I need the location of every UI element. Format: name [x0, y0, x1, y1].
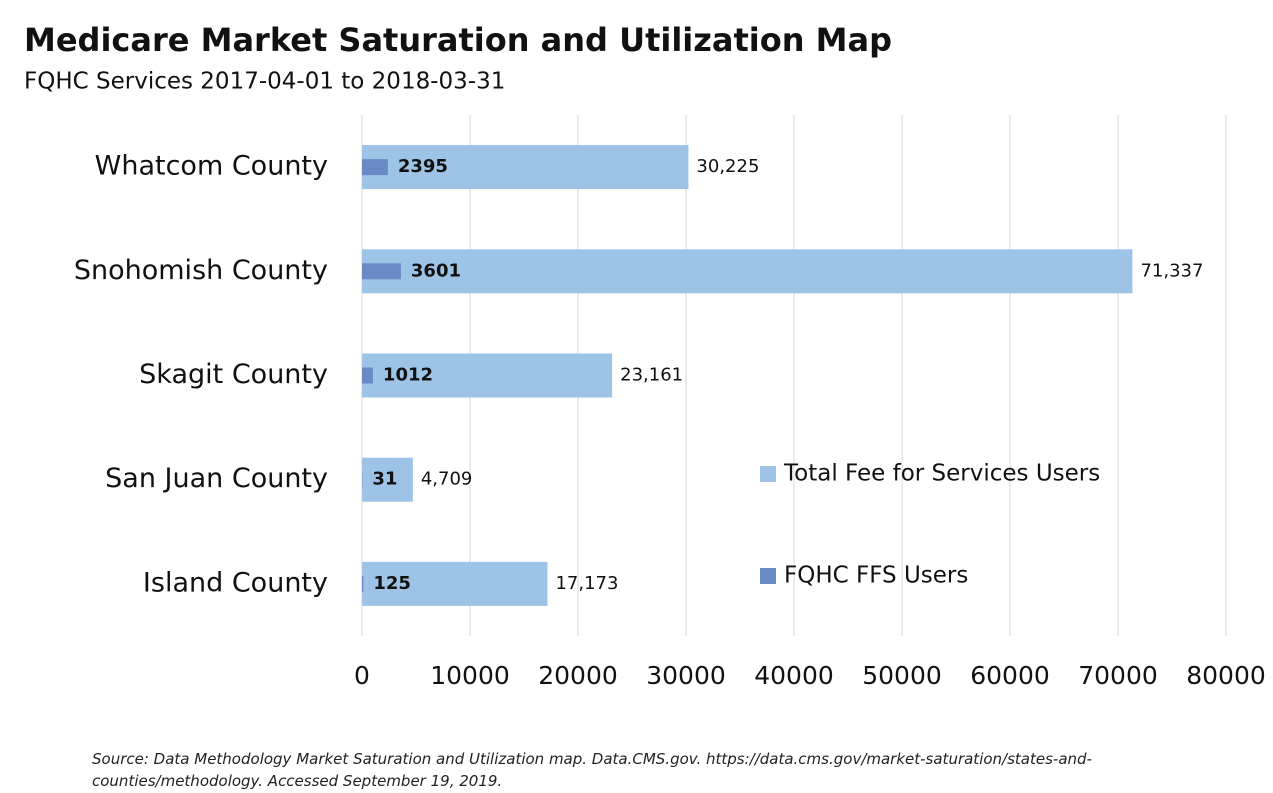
bar	[362, 249, 1133, 294]
data-label: 31	[372, 469, 397, 490]
x-tick-label: 10000	[430, 661, 510, 690]
data-label: 125	[373, 573, 411, 594]
x-tick-label: 0	[354, 661, 370, 690]
y-tick-label: Whatcom County	[95, 151, 328, 182]
legend-swatch	[760, 466, 776, 482]
x-tick-label: 80000	[1186, 661, 1266, 690]
y-tick-label: Snohomish County	[74, 255, 328, 286]
x-tick-label: 30000	[646, 661, 726, 690]
data-label: 71,337	[1140, 260, 1203, 281]
data-label: 4,709	[421, 469, 473, 490]
data-label: 3601	[411, 260, 461, 281]
bar	[362, 367, 373, 384]
bar	[362, 263, 401, 280]
x-tick-label: 60000	[970, 661, 1050, 690]
bar	[362, 145, 689, 190]
y-tick-label: Skagit County	[139, 359, 328, 390]
data-label: 23,161	[620, 365, 683, 386]
data-label: 30,225	[696, 156, 759, 177]
legend-label: Total Fee for Services Users	[783, 461, 1100, 487]
data-label: 17,173	[555, 573, 618, 594]
legend-swatch	[760, 568, 776, 584]
y-tick-label: Island County	[143, 567, 328, 598]
legend-label: FQHC FFS Users	[784, 563, 968, 589]
x-tick-label: 40000	[754, 661, 834, 690]
bar	[362, 353, 613, 398]
x-tick-label: 20000	[538, 661, 618, 690]
source-note: Source: Data Methodology Market Saturati…	[92, 750, 1092, 790]
data-label: 1012	[383, 365, 433, 386]
bar	[362, 457, 413, 502]
bar	[362, 561, 548, 606]
chart-subtitle: FQHC Services 2017-04-01 to 2018-03-31	[24, 69, 505, 95]
data-label: 2395	[398, 156, 448, 177]
y-tick-label: San Juan County	[105, 463, 328, 494]
chart: Medicare Market Saturation and Utilizati…	[24, 21, 1266, 690]
x-tick-label: 50000	[862, 661, 942, 690]
bar	[362, 575, 364, 592]
chart-title: Medicare Market Saturation and Utilizati…	[24, 21, 892, 59]
x-tick-label: 70000	[1078, 661, 1158, 690]
bar	[362, 159, 388, 176]
